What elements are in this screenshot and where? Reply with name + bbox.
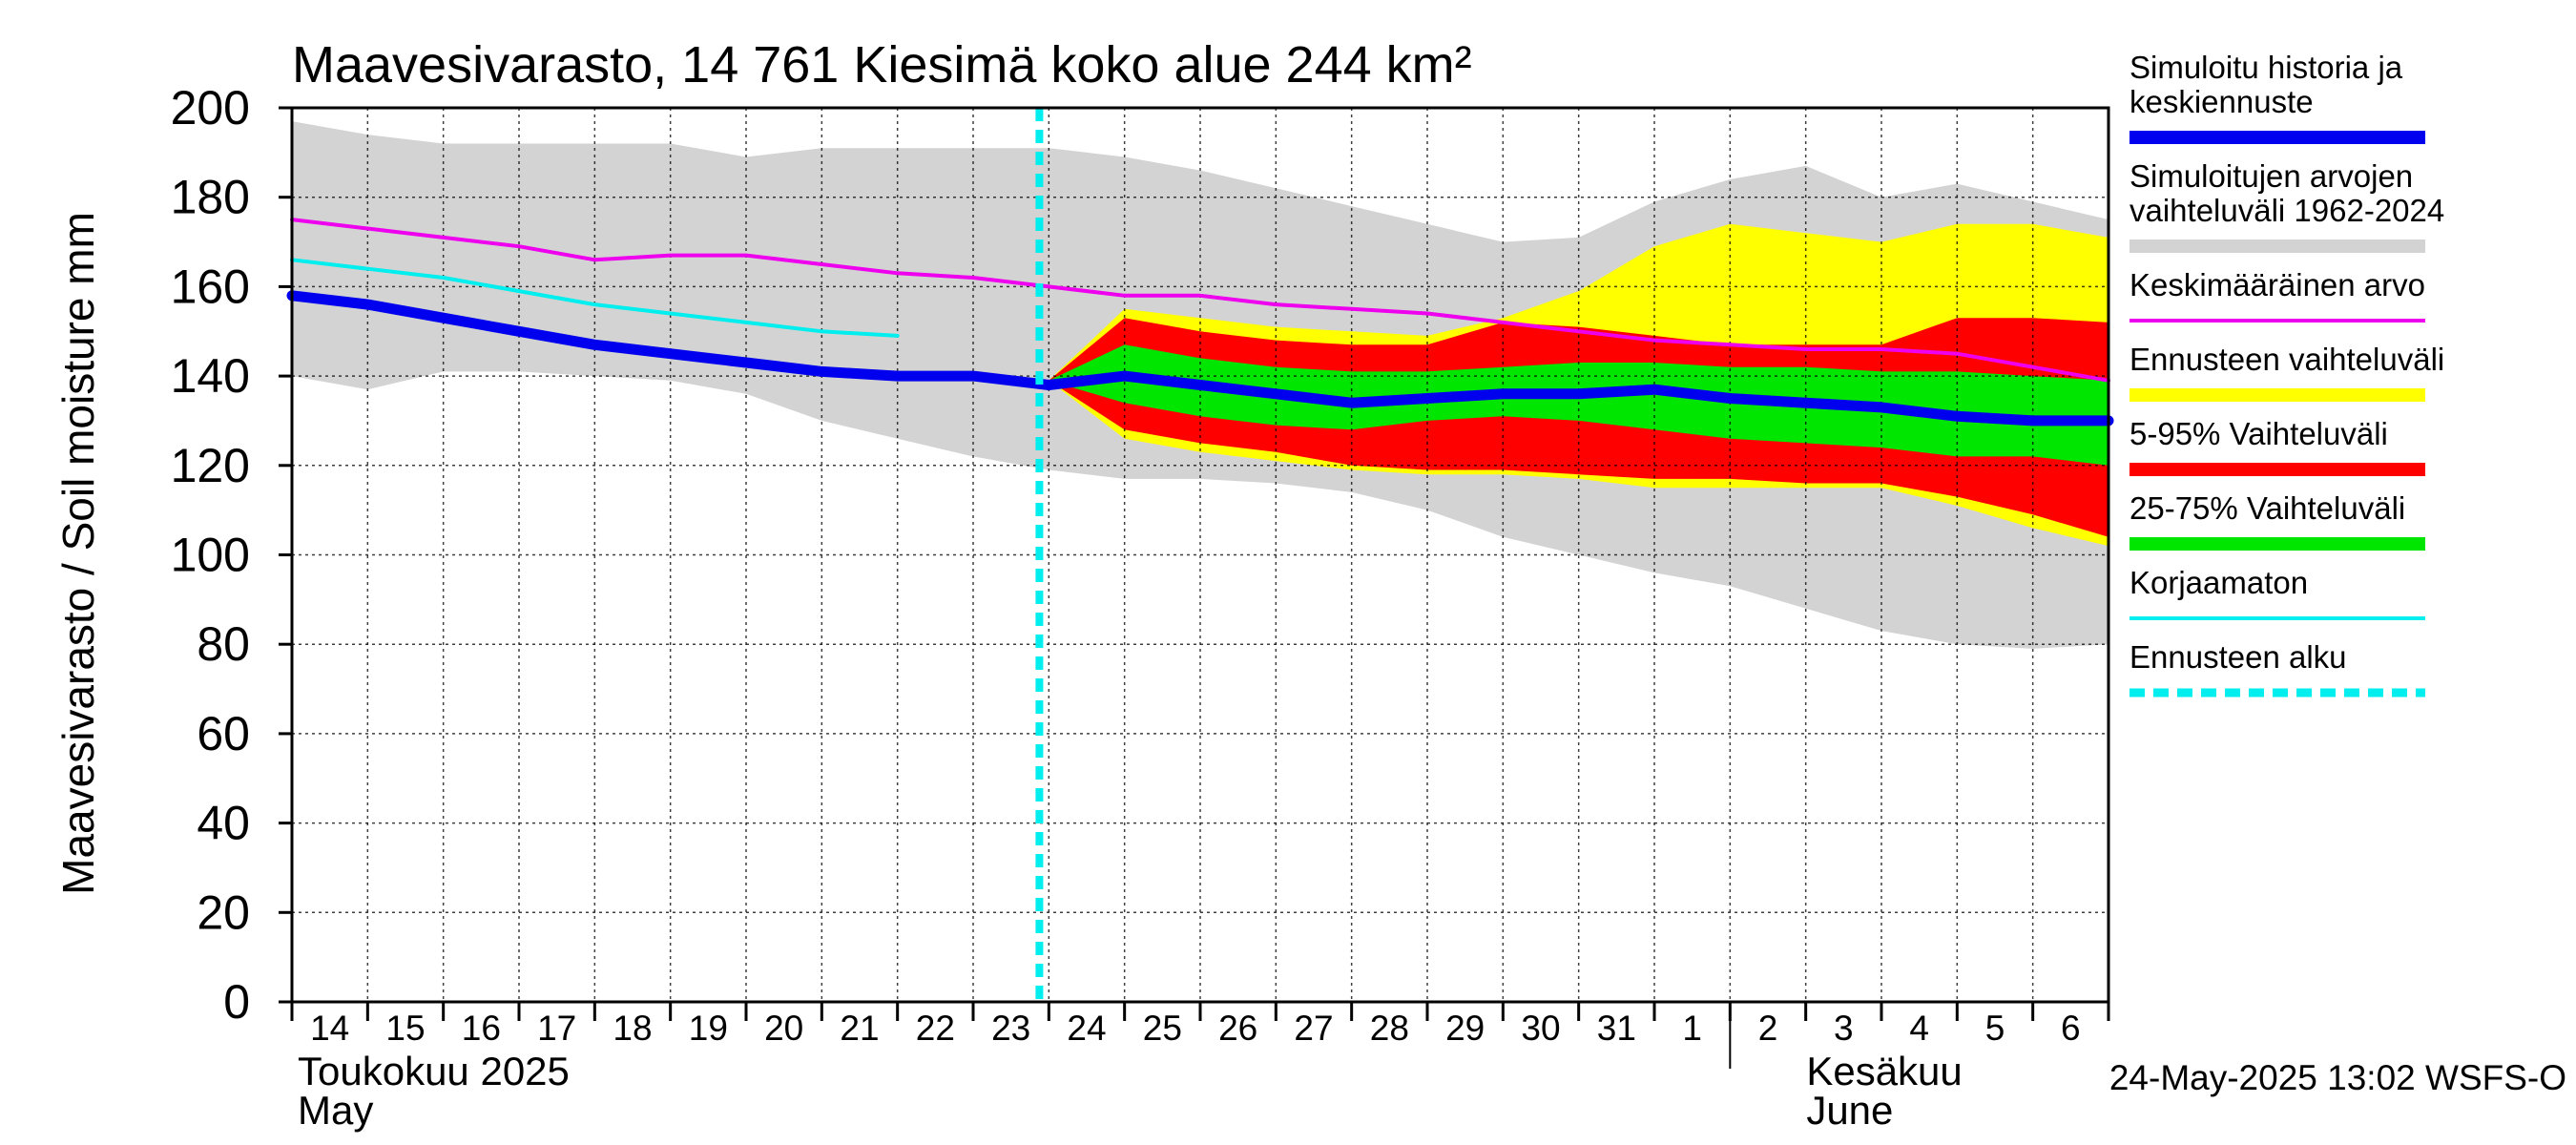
legend-label: Simuloitujen arvojen	[2129, 158, 2413, 194]
x-tick-label: 14	[310, 1009, 349, 1048]
y-axis-label: Maavesivarasto / Soil moisture mm	[53, 212, 103, 895]
x-tick-label: 21	[840, 1009, 879, 1048]
band-25-75-vaihteluv-li	[1049, 344, 2109, 466]
x-tick-label: 15	[385, 1009, 425, 1048]
x-tick-label: 6	[2061, 1009, 2081, 1048]
x-tick-label: 26	[1218, 1009, 1257, 1048]
x-tick-label: 31	[1597, 1009, 1636, 1048]
legend-label: vaihteluväli 1962-2024	[2129, 193, 2444, 228]
x-tick-label: 30	[1521, 1009, 1560, 1048]
x-tick-label: 28	[1370, 1009, 1409, 1048]
x-tick-label: 16	[462, 1009, 501, 1048]
y-tick-label: 100	[171, 529, 250, 582]
x-tick-label: 20	[764, 1009, 803, 1048]
x-tick-label: 18	[613, 1009, 652, 1048]
legend-label: 25-75% Vaihteluväli	[2129, 490, 2405, 526]
legend-label: Korjaamaton	[2129, 565, 2308, 600]
month-label-en: May	[298, 1088, 373, 1133]
x-tick-label: 22	[916, 1009, 955, 1048]
timestamp: 24-May-2025 13:02 WSFS-O	[2109, 1058, 2566, 1097]
series-keskim-r-inen-arvo	[290, 218, 2110, 383]
month-label-en: June	[1806, 1088, 1893, 1133]
legend-label: Keskimääräinen arvo	[2129, 267, 2425, 302]
legend-label: Ennusteen vaihteluväli	[2129, 342, 2444, 377]
x-tick-label: 19	[689, 1009, 728, 1048]
month-label: Kesäkuu	[1806, 1049, 1962, 1093]
x-tick-label: 25	[1143, 1009, 1182, 1048]
chart-title: Maavesivarasto, 14 761 Kiesimä koko alue…	[292, 36, 1472, 94]
y-tick-label: 40	[197, 797, 250, 850]
x-tick-label: 24	[1067, 1009, 1106, 1048]
y-tick-label: 60	[197, 707, 250, 760]
x-tick-label: 3	[1834, 1009, 1854, 1048]
x-tick-label: 2	[1758, 1009, 1778, 1048]
y-tick-label: 80	[197, 617, 250, 671]
x-tick-label: 23	[991, 1009, 1030, 1048]
y-tick-label: 0	[223, 975, 250, 1029]
x-tick-label: 5	[1985, 1009, 2005, 1048]
legend-label: Simuloitu historia ja	[2129, 50, 2403, 85]
legend-label: 5-95% Vaihteluväli	[2129, 416, 2388, 451]
y-tick-label: 180	[171, 171, 250, 224]
y-tick-label: 160	[171, 260, 250, 313]
series-korjaamaton	[290, 258, 900, 338]
x-tick-label: 1	[1682, 1009, 1702, 1048]
y-tick-label: 120	[171, 439, 250, 492]
x-tick-label: 17	[537, 1009, 576, 1048]
y-tick-label: 200	[171, 81, 250, 135]
line-layer	[286, 108, 2114, 1002]
series-simuloitu-historia-ja-keskiennuste	[286, 290, 2114, 427]
legend-label: keskiennuste	[2129, 84, 2314, 119]
legend-label: Ennusteen alku	[2129, 639, 2347, 675]
x-tick-label: 4	[1909, 1009, 1929, 1048]
x-tick-label: 29	[1445, 1009, 1485, 1048]
y-tick-label: 140	[171, 349, 250, 403]
month-label: Toukokuu 2025	[298, 1049, 570, 1093]
x-tick-label: 27	[1294, 1009, 1333, 1048]
y-tick-label: 20	[197, 885, 250, 939]
